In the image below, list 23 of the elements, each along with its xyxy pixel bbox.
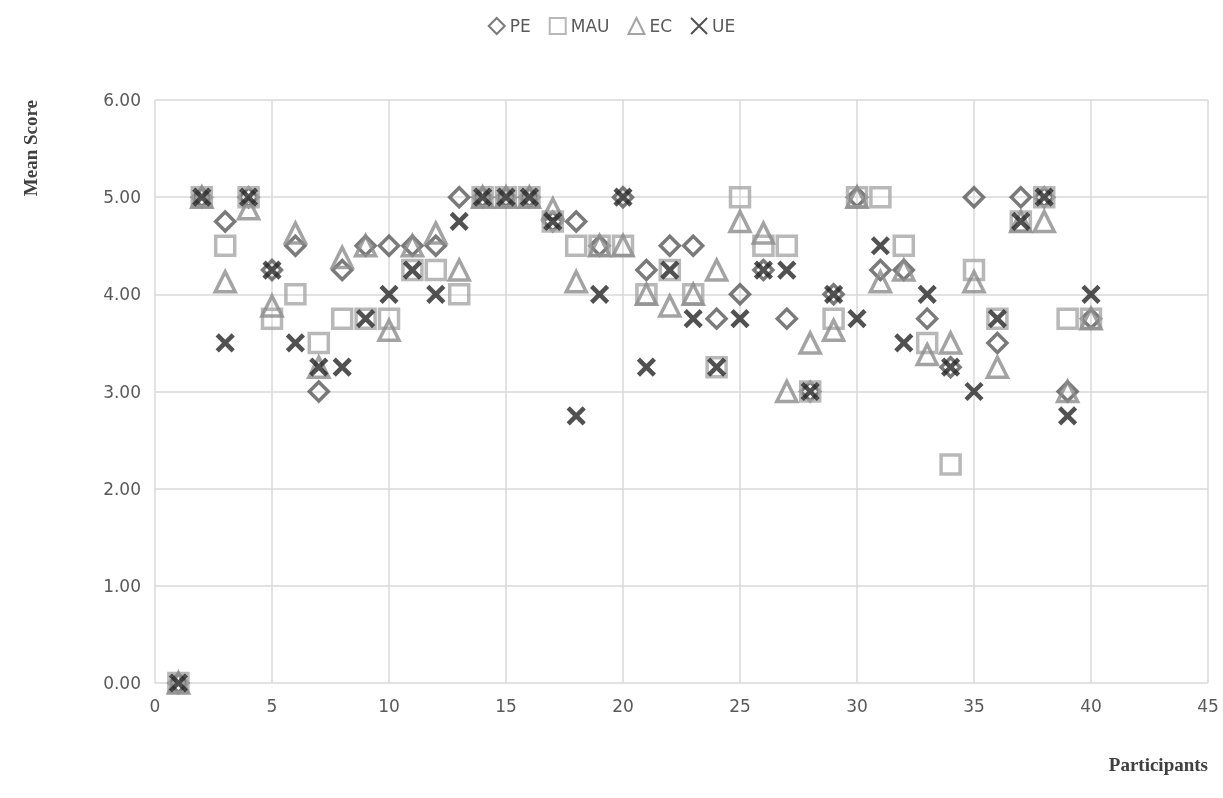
x-tick-label: 5 — [266, 695, 278, 716]
y-tick-label: 3.00 — [103, 381, 141, 402]
x-tick-label: 40 — [1080, 695, 1102, 716]
y-tick-label: 5.00 — [103, 187, 141, 208]
y-tick-label: 4.00 — [103, 284, 141, 305]
legend-label: EC — [649, 16, 673, 36]
x-tick-label: 35 — [963, 695, 985, 716]
x-tick-label: 25 — [729, 695, 751, 716]
legend-label: MAU — [570, 16, 610, 36]
x-tick-label: 45 — [1197, 695, 1219, 716]
y-tick-label: 6.00 — [103, 90, 141, 110]
x-tick-label: 30 — [846, 695, 868, 716]
x-tick-label: 10 — [378, 695, 400, 716]
legend-label: UE — [712, 16, 736, 36]
y-tick-label: 2.00 — [103, 478, 141, 499]
x-tick-label: 20 — [612, 695, 634, 716]
y-tick-label: 1.00 — [103, 575, 141, 596]
y-axis-title: Mean Score — [20, 100, 41, 197]
x-axis-title: Participants — [1108, 754, 1208, 775]
y-tick-label: 0.00 — [103, 673, 141, 693]
x-tick-label: 15 — [495, 695, 517, 716]
legend-label: PE — [509, 16, 531, 36]
x-tick-label: 0 — [149, 695, 161, 716]
